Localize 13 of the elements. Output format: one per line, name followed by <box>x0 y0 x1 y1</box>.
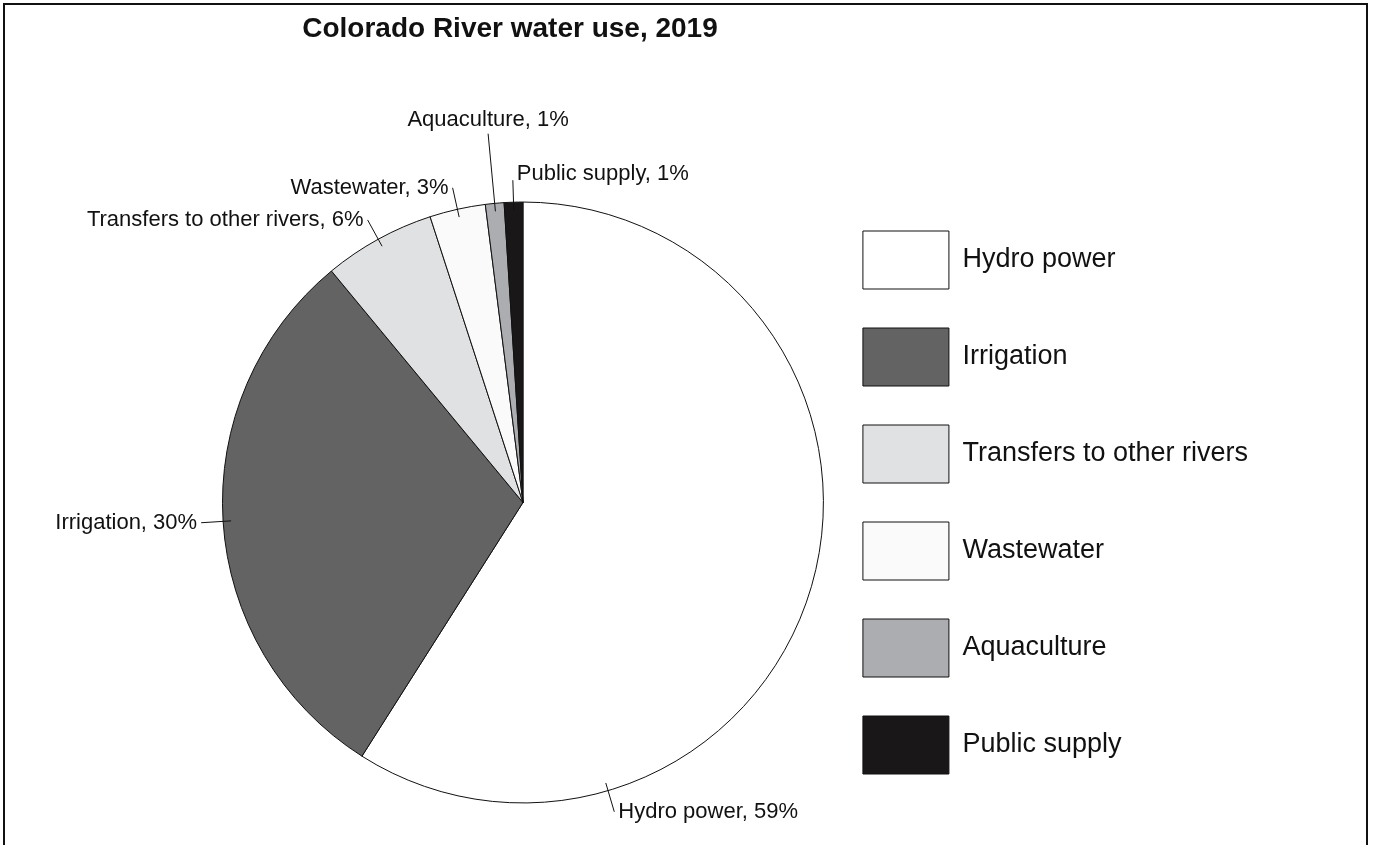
data-label: Public supply, 1% <box>516 160 689 186</box>
legend-label: Public supply <box>962 728 1122 759</box>
data-label: Hydro power, 59% <box>618 797 799 823</box>
chart-title: Colorado River water use, 2019 <box>301 12 719 44</box>
data-label: Transfers to other rivers, 6% <box>86 205 364 231</box>
data-label: Irrigation, 30% <box>55 508 198 534</box>
legend-label: Transfers to other rivers <box>962 437 1249 468</box>
data-label: Aquaculture, 1% <box>407 105 569 131</box>
data-label: Wastewater, 3% <box>290 173 449 199</box>
legend-label: Hydro power <box>962 243 1116 274</box>
legend-label: Irrigation <box>962 340 1068 371</box>
legend-label: Aquaculture <box>962 631 1107 662</box>
legend-label: Wastewater <box>962 534 1104 565</box>
